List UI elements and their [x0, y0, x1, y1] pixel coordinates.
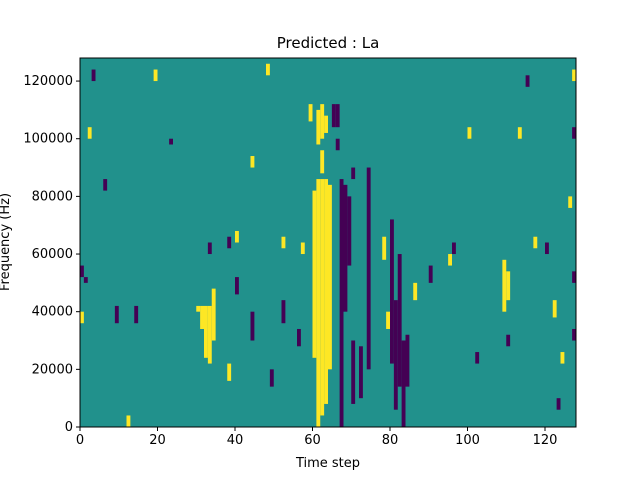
- heatmap-cell: [80, 311, 84, 324]
- heatmap-cell: [134, 305, 139, 324]
- y-tick-label: 20000: [32, 362, 73, 377]
- y-tick-label: 80000: [32, 189, 73, 204]
- heatmap-cell: [506, 271, 511, 301]
- heatmap-cell: [87, 127, 92, 139]
- y-axis-label: Frequency (Hz): [0, 193, 13, 291]
- heatmap-cell: [351, 167, 356, 180]
- y-tick-label: 40000: [32, 305, 73, 320]
- heatmap-cell: [80, 265, 84, 278]
- heatmap-cell: [572, 127, 576, 139]
- heatmap-cell: [351, 340, 356, 404]
- heatmap-cell: [506, 334, 511, 347]
- x-tick-label: 20: [149, 433, 166, 448]
- heatmap-cell: [572, 328, 576, 341]
- x-tick-label: 40: [227, 433, 244, 448]
- chart-title: Predicted : La: [277, 34, 380, 52]
- x-tick-label: 80: [382, 433, 399, 448]
- heatmap-cell: [393, 300, 398, 410]
- heatmap-cell: [320, 150, 325, 174]
- heatmap-cell: [452, 242, 456, 255]
- heatmap-cell: [366, 167, 371, 370]
- heatmap-cell: [200, 305, 204, 329]
- heatmap-cell: [281, 236, 286, 249]
- heatmap-cells: [80, 58, 576, 427]
- heatmap-cell: [227, 236, 232, 249]
- heatmap-cell: [343, 184, 348, 312]
- y-tick-label: 0: [65, 420, 73, 435]
- heatmap-cell: [316, 179, 321, 427]
- heatmap-cell: [227, 363, 232, 381]
- y-axis-ticks: 0 20000 40000 60000 80000 100000 120000: [23, 74, 80, 435]
- heatmap-cell: [390, 219, 394, 364]
- heatmap-cell: [397, 254, 402, 387]
- heatmap-cell: [114, 305, 119, 324]
- heatmap-cell: [300, 242, 305, 255]
- heatmap-cell: [386, 311, 390, 329]
- heatmap-cell: [281, 300, 286, 324]
- heatmap-cell: [250, 311, 255, 341]
- x-tick-label: 120: [533, 433, 558, 448]
- heatmap-cell: [572, 69, 576, 82]
- heatmap-cell: [413, 282, 418, 301]
- heatmap-cell: [359, 346, 363, 399]
- heatmap-cell: [316, 109, 321, 145]
- heatmap-cell: [126, 415, 131, 427]
- heatmap-cell: [545, 242, 549, 255]
- heatmap-cell: [211, 288, 216, 341]
- heatmap-cell: [533, 236, 538, 249]
- heatmap-cell: [266, 63, 270, 76]
- heatmap-cell: [324, 179, 328, 404]
- heatmap-cell: [83, 277, 88, 283]
- y-tick-label: 60000: [32, 247, 73, 262]
- plot-frame: [79, 57, 577, 428]
- heatmap-cell: [335, 138, 340, 151]
- heatmap-cell: [297, 328, 301, 347]
- heatmap-cell: [401, 340, 406, 427]
- heatmap-cell: [320, 104, 325, 139]
- x-tick-label: 100: [455, 433, 480, 448]
- x-axis-ticks: 0 20 40 60 80 100 120: [76, 427, 558, 448]
- heatmap-cell: [196, 305, 201, 312]
- heatmap-cell: [328, 184, 332, 370]
- heatmap-cell: [448, 254, 452, 266]
- heatmap-cell: [153, 69, 158, 82]
- heatmap-cell: [204, 305, 208, 358]
- heatmap-cell: [467, 127, 472, 139]
- heatmap-cell: [331, 104, 336, 128]
- heatmap-cell: [339, 179, 344, 427]
- heatmap-cell: [308, 104, 313, 122]
- heatmap-cell: [207, 305, 212, 364]
- heatmap-cell: [525, 75, 530, 87]
- heatmap-cell: [568, 196, 573, 208]
- heatmap-cell: [250, 156, 255, 168]
- heatmap-cell: [335, 104, 340, 128]
- heatmap-cell: [103, 179, 108, 191]
- heatmap-cell: [552, 300, 557, 318]
- heatmap-cell: [320, 179, 325, 416]
- x-tick-label: 0: [76, 433, 84, 448]
- heatmap-cell: [405, 334, 410, 387]
- heatmap-cell: [347, 196, 352, 266]
- heatmap-cell: [269, 369, 274, 387]
- heatmap-cell: [324, 115, 328, 133]
- heatmap-cell: [235, 230, 239, 243]
- heatmap-cell: [475, 352, 480, 364]
- heatmap-cell: [91, 69, 96, 82]
- heatmap-cell: [560, 352, 565, 364]
- heatmap-cell: [428, 265, 433, 283]
- y-tick-label: 120000: [23, 74, 73, 89]
- heatmap-cell: [169, 138, 173, 145]
- heatmap-cell: [502, 259, 507, 312]
- x-axis-label: Time step: [295, 456, 360, 471]
- heatmap-cell: [556, 398, 561, 410]
- heatmap-cell: [312, 190, 317, 358]
- heatmap-cell: [235, 277, 239, 295]
- heatmap-cell: [517, 127, 522, 139]
- heatmap-cell: [207, 242, 212, 255]
- x-tick-label: 60: [304, 433, 321, 448]
- heatmap-cell: [382, 236, 387, 260]
- heatmap-cell: [572, 271, 576, 283]
- y-tick-label: 100000: [23, 132, 73, 147]
